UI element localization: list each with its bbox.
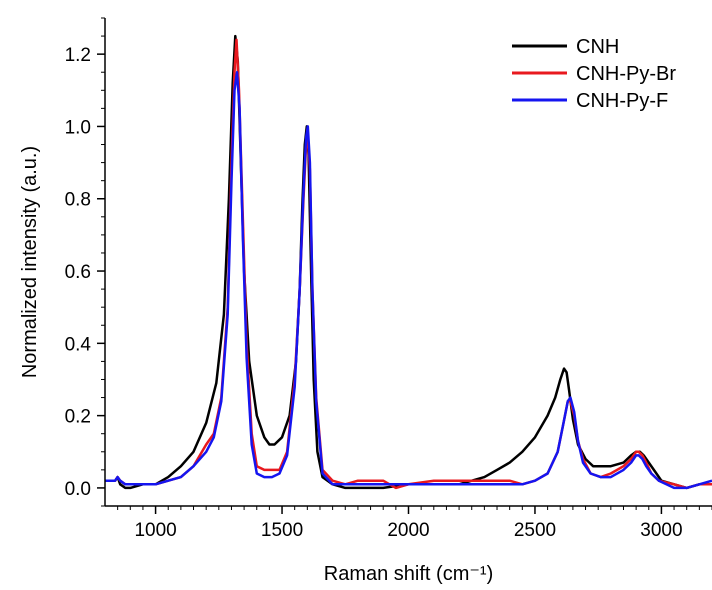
- legend: CNH CNH-Py-Br CNH-Py-F: [512, 36, 676, 112]
- series-line-cnh-py-f: [105, 70, 712, 490]
- y-tick-label: 0.0: [65, 479, 91, 500]
- ticks-layer: 1000 1500 2000 2500 3000 0.0 0.2 0.4 0.6 0.8 1.0 1.…: [65, 17, 712, 541]
- y-tick-label: 1.2: [65, 45, 91, 66]
- y-tick-label: 0.4: [65, 334, 92, 355]
- x-tick-label: 1000: [134, 520, 176, 541]
- series-layer: [105, 34, 712, 490]
- y-tick-label: 0.6: [65, 262, 91, 283]
- legend-label: CNH-Py-F: [576, 90, 668, 112]
- series-line-cnh: [105, 34, 712, 490]
- x-tick-label: 1500: [261, 520, 303, 541]
- x-tick-label: 2000: [387, 520, 429, 541]
- y-tick-label: 1.0: [65, 117, 91, 138]
- y-axis-title: Normalized intensity (a.u.): [19, 146, 41, 378]
- legend-label: CNH-Py-Br: [576, 63, 676, 85]
- x-axis-title: Raman shift (cm⁻¹): [324, 563, 493, 585]
- y-tick-label: 0.8: [65, 190, 91, 211]
- legend-label: CNH: [576, 36, 619, 58]
- y-tick-label: 0.2: [65, 407, 91, 428]
- x-tick-label: 2500: [514, 520, 556, 541]
- x-tick-label: 3000: [640, 520, 682, 541]
